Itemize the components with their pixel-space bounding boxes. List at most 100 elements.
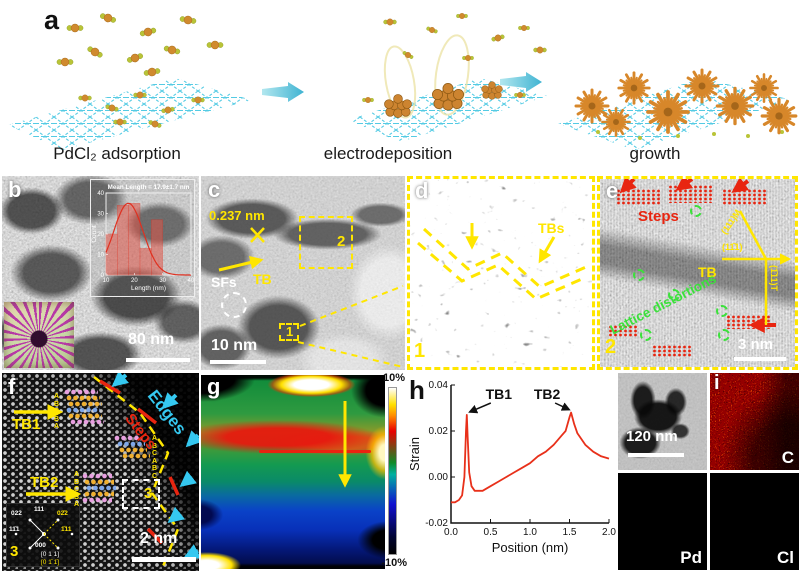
x-axis-label: Length (nm) <box>131 285 166 292</box>
tick-label: 20 <box>131 278 138 284</box>
tick-label: 30 <box>97 212 104 218</box>
atom-row <box>64 389 98 395</box>
steps-label: Steps <box>638 208 679 225</box>
d-spacing-label: 0.237 nm <box>209 208 265 223</box>
panel-e-image: e Steps TB (111)M (11̄1) (1̄11)T Lattice… <box>600 179 795 367</box>
zoom-tag-2: 2 <box>605 336 617 358</box>
circle-shape <box>746 134 750 138</box>
atom-row <box>70 419 104 425</box>
stacking-sequence-3: A B C B A <box>74 471 80 508</box>
line-shape <box>183 544 199 559</box>
line-shape <box>167 506 185 523</box>
roi-box-3-label: 3 <box>144 485 153 502</box>
stacking-sequence-1: A B C B A <box>54 393 60 430</box>
atom-row <box>114 435 142 441</box>
circle-shape <box>56 518 60 522</box>
tb-arrow-2 <box>538 236 556 264</box>
hist-title: Mean Length = 17.9±1.7 nm <box>108 184 190 191</box>
tick-label: 0.00 <box>429 472 449 483</box>
zoom-tag-1: 1 <box>414 340 426 362</box>
y-axis-label: Strain <box>407 437 422 471</box>
line-shape <box>179 470 197 487</box>
use-shape <box>462 55 474 61</box>
annotation-label: TB2 <box>534 386 561 402</box>
strain-colorbar <box>388 387 397 555</box>
x-axis-label: Position (nm) <box>492 540 569 555</box>
scale-bar <box>734 357 786 361</box>
rect-shape <box>410 179 592 367</box>
atomic-model-overlay-1 <box>64 389 104 425</box>
density-shading <box>710 373 799 470</box>
use-shape <box>362 97 374 103</box>
tb1-label: TB1 <box>12 416 41 433</box>
use-shape <box>425 25 439 35</box>
line-shape <box>29 519 45 535</box>
use-shape <box>518 25 530 31</box>
element-label-c: C <box>781 448 794 467</box>
pdcl2-molecules-free <box>56 11 224 78</box>
hist-bar <box>139 248 152 276</box>
deposition-arc-2 <box>434 34 470 116</box>
panel-c-hrtem: c 0.237 nm TB SFs 2 1 10 nm <box>201 176 405 370</box>
stage-caption-electrodeposition: electrodeposition <box>323 144 453 163</box>
edge-marker-arrows <box>111 373 199 559</box>
panel-a-schematic: a <box>0 0 799 174</box>
panel-label-d: d <box>415 179 429 203</box>
annotation-label: TB1 <box>486 386 513 402</box>
scale-bar <box>132 557 196 562</box>
panel-label-i: i <box>714 373 720 394</box>
line-shape <box>168 476 180 496</box>
element-label-cl: Cl <box>777 548 794 567</box>
use-shape <box>384 94 412 118</box>
lattice-distortion-circle <box>668 289 680 301</box>
use-shape <box>162 43 182 57</box>
sea-urchin-photo-inset <box>4 302 74 368</box>
use-shape <box>56 57 74 67</box>
panel-e-hrtem-zoom2: e Steps TB (111)M (11̄1) (1̄11)T Lattice… <box>597 176 798 370</box>
line-shape <box>43 533 59 549</box>
plane-111T-label: (1̄11)T <box>769 265 779 292</box>
atom-row <box>82 497 112 503</box>
colorbar-min-label: -10% <box>381 557 407 569</box>
deposition-arc-1 <box>383 45 417 119</box>
use-shape <box>85 44 105 60</box>
atom-row <box>122 453 150 459</box>
circle-shape <box>676 134 680 138</box>
step-atoms-dots <box>726 315 772 329</box>
eds-tem-image: 120 nm <box>618 373 707 470</box>
tick-label: 1.5 <box>563 527 577 538</box>
tick-label: 0.0 <box>444 527 458 538</box>
panel-f-haadf-atomic: f TB1 TB2 Edges Steps A B C B A A B C A … <box>2 373 199 571</box>
line-shape <box>185 430 199 448</box>
cl-residues <box>596 130 784 140</box>
fft-pattern <box>14 518 74 550</box>
fft-label-022: 022 <box>11 510 22 517</box>
roi-box-2: 2 <box>299 216 353 269</box>
hist-bar <box>151 219 163 276</box>
lattice-distortion-circle <box>640 329 652 341</box>
scale-bar-label: 10 nm <box>211 337 258 354</box>
stage-caption-growth: growth <box>629 144 681 163</box>
use-shape <box>78 94 92 102</box>
scale-bar-label: 3 nm <box>738 336 774 353</box>
circle-shape <box>14 532 18 536</box>
eds-map-carbon: i C <box>710 373 799 470</box>
panel-g-annotations <box>259 401 371 488</box>
process-arrow-1 <box>262 82 304 102</box>
atom-row <box>86 485 116 491</box>
tick-label: 2.0 <box>602 527 616 538</box>
atom-row <box>66 395 100 401</box>
length-histogram-inset: 0 10 20 30 40 10 20 30 40 Length (nm) Count Mean Le… <box>90 179 195 297</box>
tb-strain-streak <box>259 450 371 453</box>
atom-row <box>117 441 145 447</box>
panel-i-eds-maps: 120 nm i C Pd Cl <box>618 373 799 571</box>
tick-label: 0 <box>101 273 105 279</box>
line-shape <box>99 379 121 395</box>
panel-b-tem-overview: b 0 10 20 30 40 10 20 30 40 Length (nm) Count Mean … <box>2 176 199 370</box>
annotation-arrow <box>468 402 492 414</box>
use-shape <box>179 14 197 26</box>
atom-row <box>84 479 114 485</box>
fft-label-000: 000 <box>35 542 46 549</box>
scale-bar <box>126 358 190 362</box>
